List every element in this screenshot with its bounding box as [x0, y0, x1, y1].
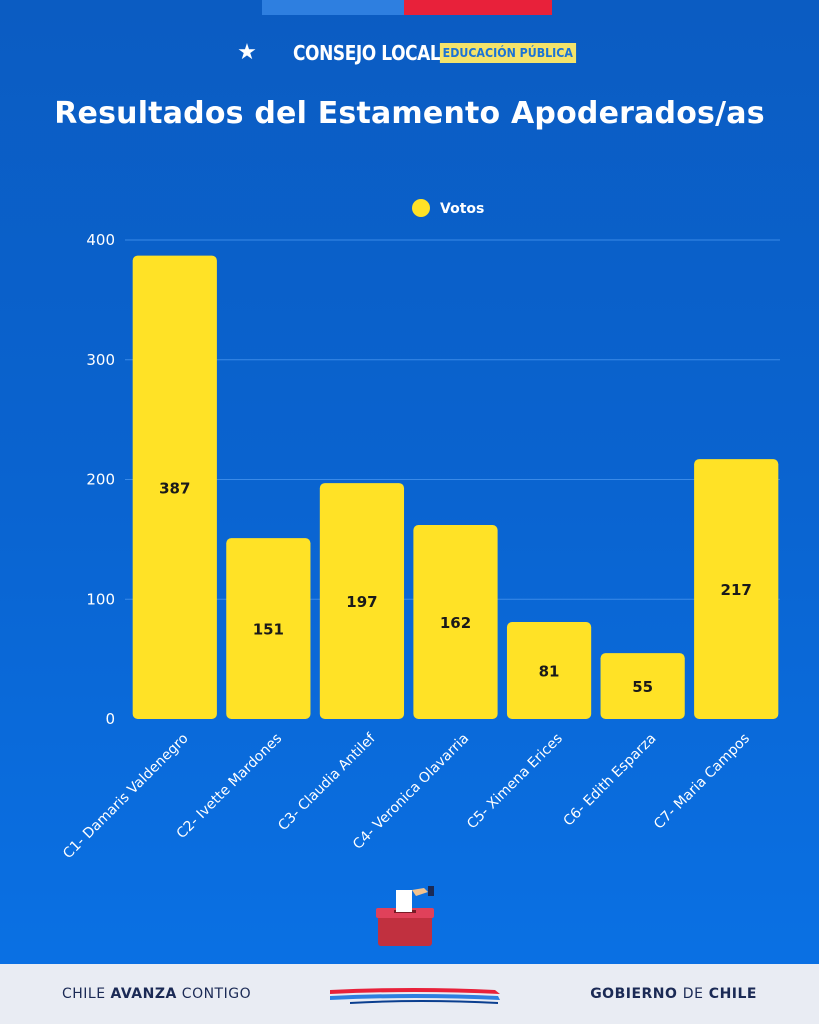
bar — [506, 622, 592, 719]
footer-slogan: CHILE AVANZA CONTIGO — [62, 986, 251, 1002]
legend-label: Votos — [440, 201, 484, 217]
bar-value-label: 387 — [159, 479, 190, 497]
gov-part-1: GOBIERNO — [590, 986, 683, 1002]
y-tick-label: 300 — [86, 351, 115, 369]
x-tick-label: C7- Maria Campos — [651, 731, 753, 833]
bar-value-label: 217 — [721, 581, 752, 599]
slogan-part-2: AVANZA — [110, 986, 177, 1002]
bar-value-label: 81 — [539, 663, 560, 681]
consejo-local-logo: ★ CONSEJO LOCAL EDUCACIÓN PÚBLICA — [0, 40, 819, 65]
x-tick-label: C3- Claudia Antilef — [275, 730, 379, 834]
gov-part-2: DE — [682, 986, 704, 1002]
x-tick-label: C2- Ivette Mardones — [174, 731, 285, 842]
gov-part-3: CHILE — [703, 986, 757, 1002]
y-tick-label: 200 — [86, 471, 115, 489]
bar — [319, 483, 405, 719]
footer-bar: CHILE AVANZA CONTIGO GOBIERNO DE CHILE — [0, 964, 819, 1024]
y-tick-label: 0 — [105, 710, 115, 728]
y-tick-label: 400 — [86, 231, 115, 249]
bar-value-label: 162 — [440, 614, 471, 632]
bar-value-label: 55 — [632, 678, 653, 696]
bar — [132, 255, 217, 719]
ballot-box-icon — [376, 886, 434, 946]
y-tick-label: 100 — [86, 590, 115, 608]
legend-marker — [412, 199, 430, 217]
logo-main-text: CONSEJO LOCAL — [292, 40, 441, 65]
footer-government: GOBIERNO DE CHILE — [590, 986, 757, 1002]
x-tick-label: C1- Damaris Valdenegro — [60, 731, 192, 863]
bar — [226, 538, 311, 719]
bar — [694, 459, 779, 719]
bar-value-label: 151 — [253, 621, 284, 639]
logo-sub-text: EDUCACIÓN PÚBLICA — [440, 42, 576, 63]
slogan-part-3: CONTIGO — [176, 986, 252, 1002]
x-tick-label: C6- Edith Esparza — [561, 731, 660, 830]
bar-chart: 0 100 200 300 400 Votos 387 C1- Damaris Valdene… — [60, 199, 780, 863]
flag-blue-segment — [262, 0, 404, 15]
star-icon: ★ — [237, 40, 257, 65]
top-flag-bar — [262, 0, 552, 15]
flag-swoosh-icon — [330, 988, 500, 1004]
x-tick-label: C5- Ximena Erices — [464, 731, 566, 833]
page-title: Resultados del Estamento Apoderados/as — [54, 96, 765, 131]
slogan-part-1: CHILE — [62, 986, 111, 1002]
bar-value-label: 197 — [346, 593, 377, 611]
bar — [600, 653, 685, 719]
bar — [413, 525, 498, 719]
flag-red-segment — [404, 0, 552, 15]
